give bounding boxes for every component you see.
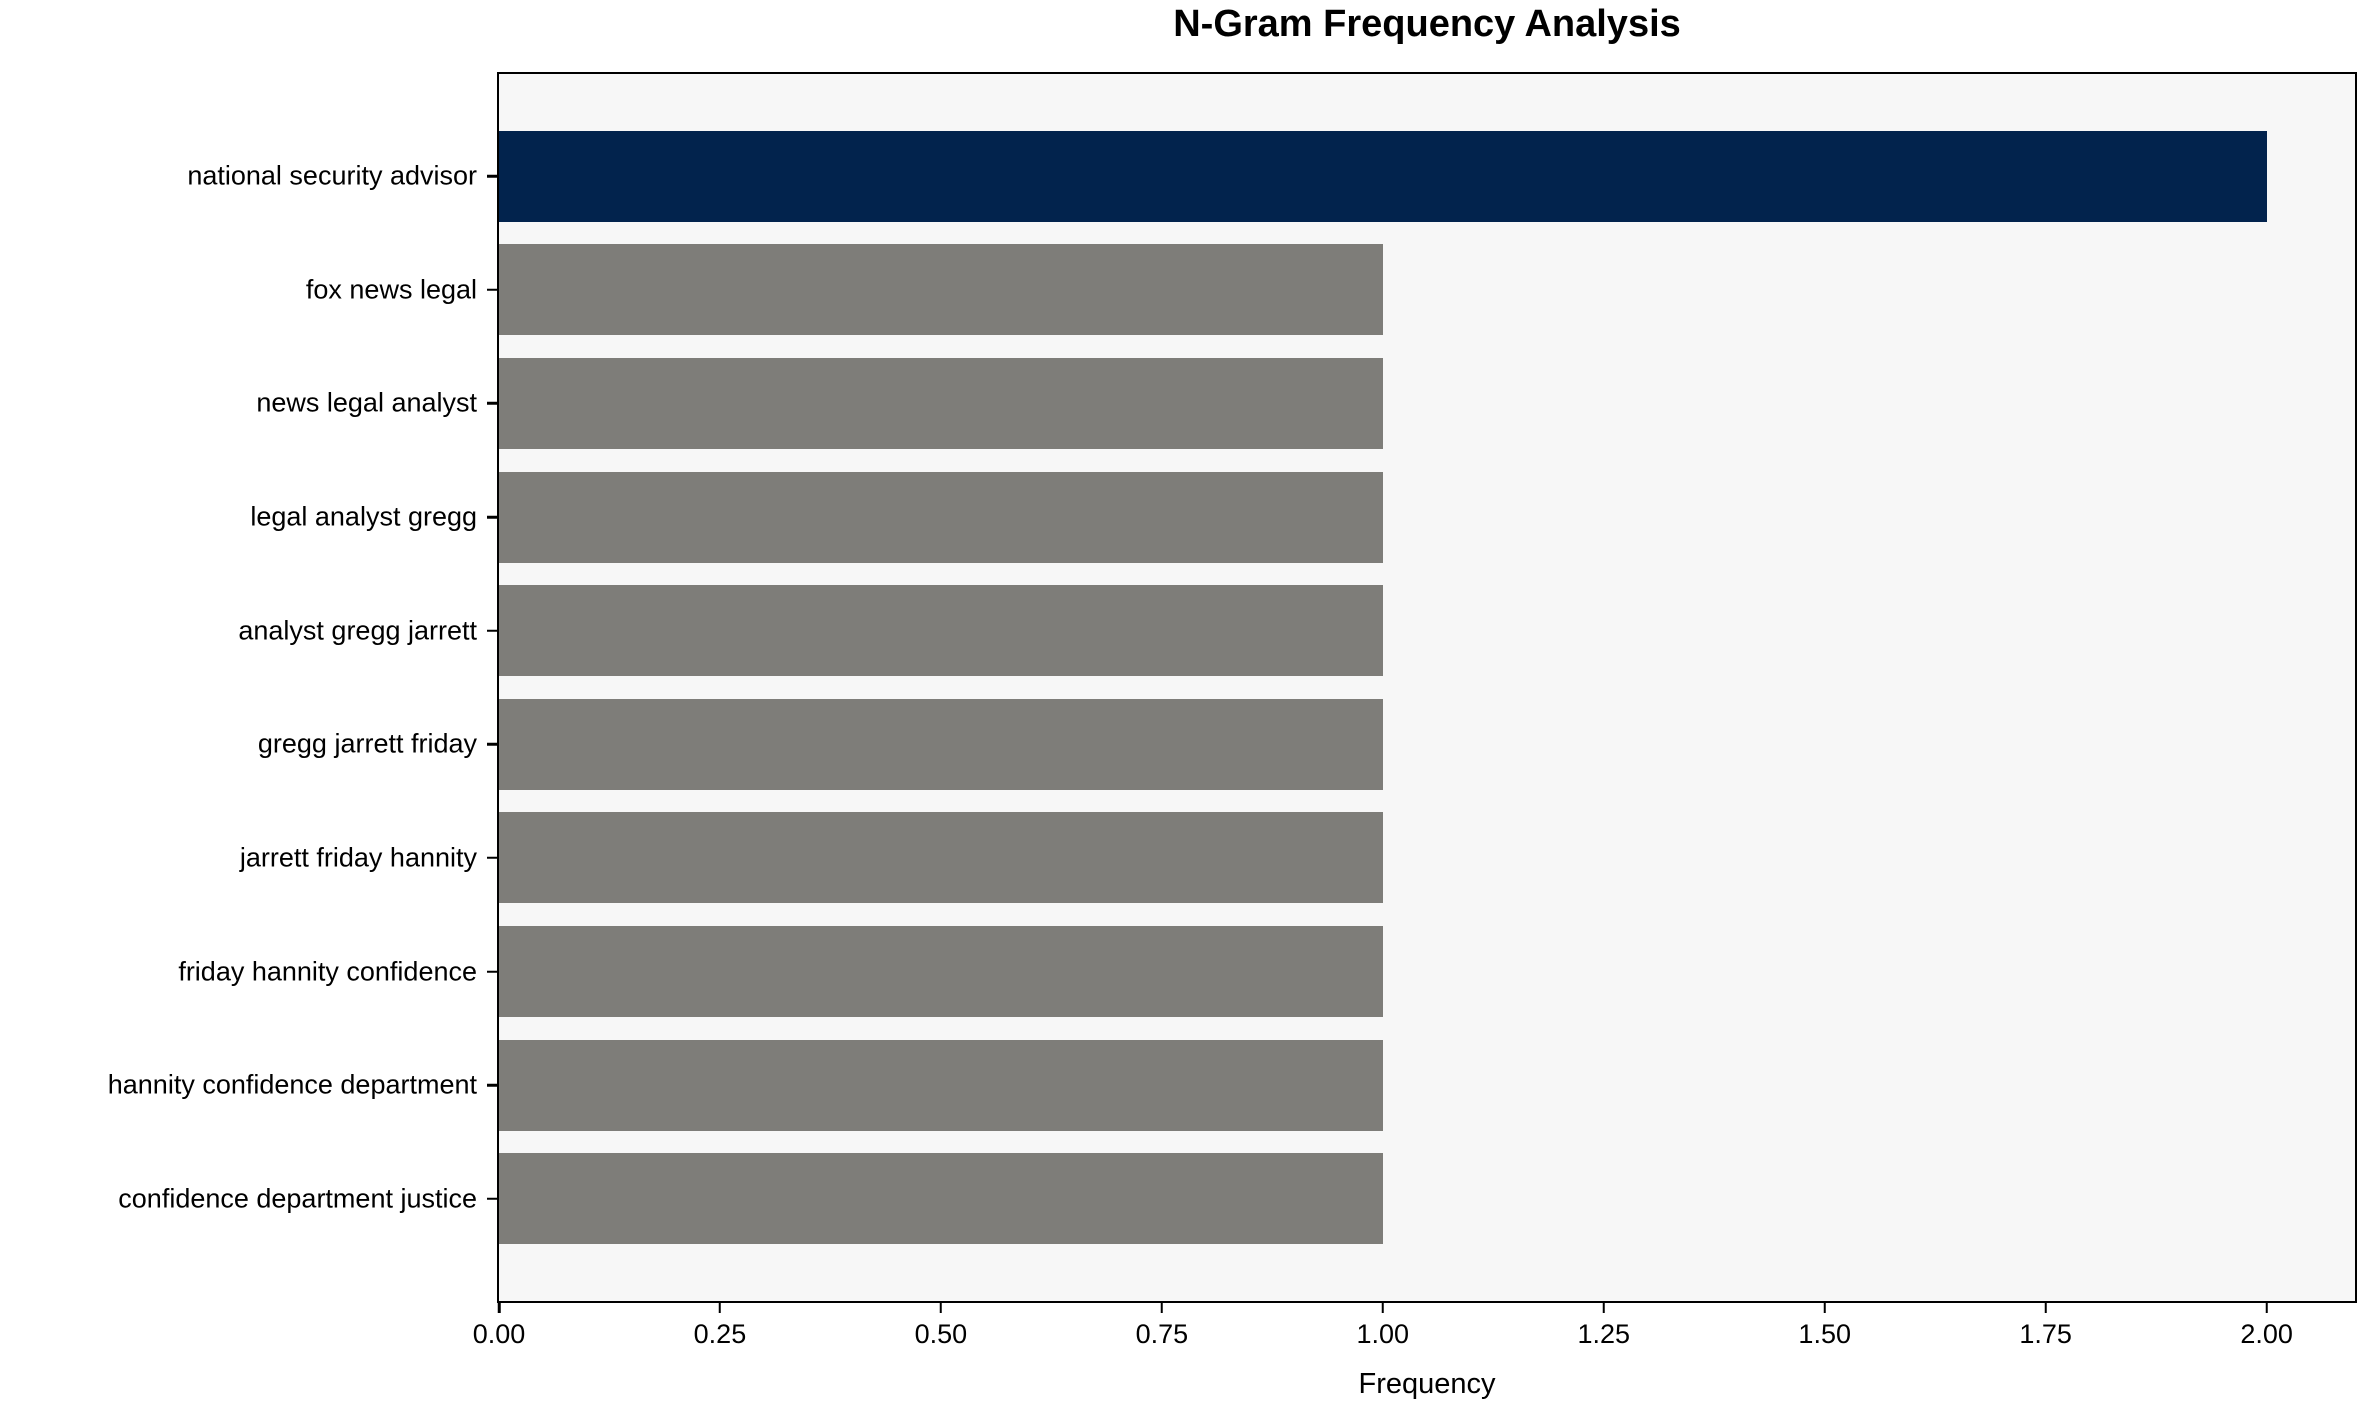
chart-title: N-Gram Frequency Analysis bbox=[1173, 3, 1681, 45]
bar-friday-hannity-confidence bbox=[499, 926, 1383, 1017]
y-tick-mark bbox=[487, 743, 499, 746]
y-tick-mark bbox=[487, 1083, 499, 1087]
x-tick-label: 1.00 bbox=[1356, 1319, 1410, 1349]
y-tick-mark bbox=[487, 175, 499, 178]
x-tick-label: 1.50 bbox=[1798, 1319, 1851, 1349]
y-tick-label: confidence department justice bbox=[118, 1183, 477, 1214]
y-tick-mark bbox=[487, 856, 499, 860]
y-tick-label: hannity confidence department bbox=[107, 1069, 477, 1100]
x-tick-mark bbox=[939, 1301, 943, 1313]
bar-gregg-jarrett-friday bbox=[499, 698, 1383, 790]
y-tick-mark bbox=[487, 402, 499, 405]
y-tick-label: national security advisor bbox=[187, 160, 477, 191]
x-tick-label: 2.00 bbox=[2240, 1319, 2293, 1349]
y-tick-label: legal analyst gregg bbox=[250, 501, 477, 532]
bar-legal-analyst-gregg bbox=[499, 471, 1383, 563]
x-tick-label: 0.50 bbox=[914, 1319, 968, 1349]
x-tick-mark bbox=[2044, 1301, 2047, 1313]
bar-analyst-gregg-jarrett bbox=[499, 585, 1383, 677]
y-tick-mark bbox=[487, 288, 499, 292]
y-tick-label: jarrett friday hannity bbox=[239, 842, 477, 873]
x-tick-label: 1.25 bbox=[1577, 1319, 1631, 1349]
bar-fox-news-legal bbox=[499, 244, 1383, 336]
bar-news-legal-analyst bbox=[499, 358, 1383, 449]
x-tick-mark bbox=[1823, 1301, 1826, 1313]
y-tick-mark bbox=[487, 515, 499, 519]
plot-area: national security advisor fox news legal n… bbox=[108, 72, 2357, 1349]
x-tick-mark bbox=[718, 1301, 722, 1313]
y-tick-mark bbox=[487, 970, 499, 973]
y-tick-mark bbox=[487, 1197, 499, 1200]
y-tick-label: analyst gregg jarrett bbox=[238, 615, 477, 646]
x-tick-label: 1.75 bbox=[2019, 1319, 2072, 1349]
x-tick-label: 0.00 bbox=[472, 1319, 526, 1349]
x-tick-mark bbox=[1381, 1301, 1385, 1313]
bar-national-security-advisor bbox=[499, 130, 2267, 222]
y-tick-label: fox news legal bbox=[305, 274, 477, 305]
x-tick-label: 0.25 bbox=[693, 1319, 747, 1349]
bar-confidence-department-justice bbox=[499, 1153, 1383, 1245]
x-tick-mark bbox=[2265, 1301, 2268, 1313]
bar-hannity-confidence-department bbox=[499, 1039, 1383, 1131]
x-tick-mark bbox=[1602, 1301, 1605, 1313]
bar-jarrett-friday-hannity bbox=[499, 812, 1383, 904]
x-axis-label: Frequency bbox=[1358, 1368, 1496, 1400]
x-tick-label: 0.75 bbox=[1135, 1319, 1189, 1349]
y-tick-label: friday hannity confidence bbox=[178, 956, 477, 987]
x-tick-mark bbox=[497, 1301, 501, 1313]
y-tick-label: news legal analyst bbox=[256, 387, 477, 418]
y-tick-label: gregg jarrett friday bbox=[257, 728, 477, 759]
y-tick-mark bbox=[487, 629, 499, 632]
x-tick-mark bbox=[1160, 1301, 1164, 1313]
